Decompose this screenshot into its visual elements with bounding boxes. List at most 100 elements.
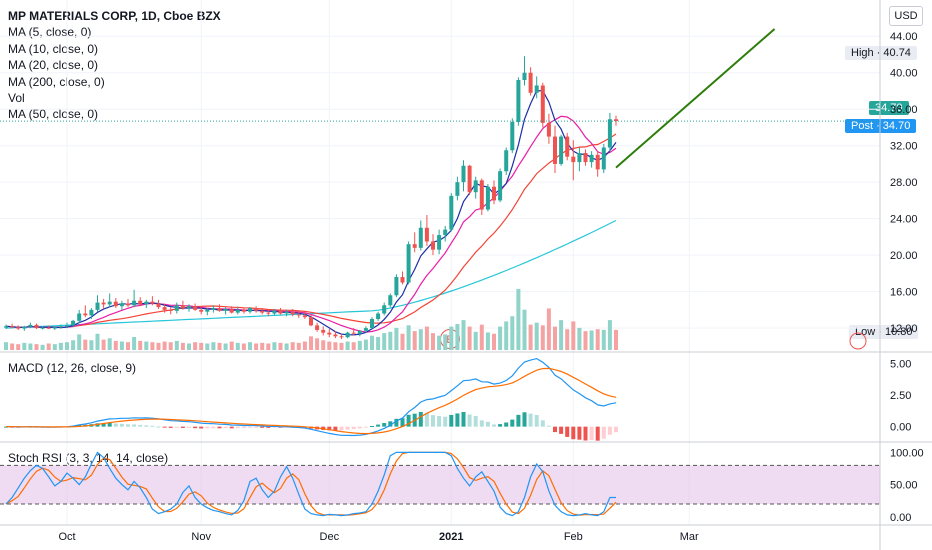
candle-body: [424, 227, 429, 242]
volume-bar: [339, 342, 344, 350]
volume-bar: [65, 342, 69, 350]
macd-histogram-bar: [571, 426, 576, 440]
volume-bar: [156, 342, 161, 350]
indicator-ma10[interactable]: MA (10, close, 0): [8, 41, 99, 56]
volume-bar: [174, 340, 179, 350]
macd-histogram-bar: [522, 412, 527, 427]
date-tick-label: Dec: [320, 531, 340, 543]
volume-bar: [333, 342, 338, 350]
macd-legend[interactable]: MACD (12, 26, close, 9): [8, 361, 137, 375]
candle-body: [540, 85, 545, 123]
macd-histogram-bar: [339, 426, 344, 431]
volume-bar: [546, 308, 551, 350]
candle-body: [16, 327, 21, 329]
volume-bar: [89, 340, 94, 350]
candle-body: [22, 326, 27, 329]
volume-bar: [16, 344, 21, 350]
candle-body: [528, 72, 533, 93]
price-tick-label: 24.00: [890, 214, 918, 226]
volume-bar: [565, 329, 570, 350]
macd-histogram-bar: [363, 426, 368, 428]
volume-bar: [95, 333, 100, 350]
volume-bar: [71, 340, 76, 350]
candle-body: [113, 301, 118, 307]
volume-bar: [498, 326, 503, 350]
candle-body: [595, 154, 600, 170]
candle-body: [235, 309, 240, 313]
macd-histogram-bar: [113, 423, 118, 427]
candle-body: [388, 295, 393, 306]
volume-bar: [534, 322, 539, 350]
macd-histogram-bar: [400, 418, 405, 427]
price-tick-label: 40.00: [890, 68, 918, 80]
stoch-rsi-legend[interactable]: Stoch RSI (3, 3, 14, 14, close): [8, 451, 169, 465]
candle-body: [485, 186, 490, 210]
date-tick-label: Nov: [191, 531, 211, 543]
volume-bar: [522, 309, 527, 350]
volume-bar: [144, 341, 149, 350]
volume-bar: [321, 340, 326, 350]
candle-body: [65, 325, 69, 327]
volume-bar: [467, 326, 472, 350]
candle-body: [614, 119, 618, 122]
indicator-ma200[interactable]: MA (200, close, 0): [8, 74, 105, 89]
candle-body: [40, 327, 45, 329]
candle-body: [290, 311, 295, 315]
volume-bar: [431, 333, 435, 350]
volume-bar: [577, 327, 582, 350]
volume-bar: [351, 342, 356, 350]
candle-body: [95, 302, 100, 310]
macd-histogram-bar: [376, 424, 381, 427]
volume-bar: [217, 342, 222, 350]
macd-histogram-bar: [595, 426, 600, 441]
volume-bar: [132, 337, 137, 350]
macd-histogram-bar: [327, 426, 332, 431]
macd-histogram-bar: [187, 426, 191, 428]
volume-bar: [46, 343, 51, 350]
currency-button[interactable]: USD: [889, 6, 923, 26]
candle-body: [193, 306, 198, 310]
macd-histogram-bar: [138, 425, 143, 427]
volume-bar: [485, 332, 490, 350]
candle-body: [327, 332, 332, 335]
macd-histogram-bar: [437, 415, 442, 427]
candle-body: [363, 328, 368, 331]
price-tick-label: 20.00: [890, 250, 918, 262]
symbol-title[interactable]: MP MATERIALS CORP, 1D, Cboe BZX: [8, 9, 221, 23]
macd-histogram-bar: [101, 423, 106, 427]
candle-body: [333, 334, 338, 337]
candle-body: [492, 186, 496, 201]
indicator-ma20[interactable]: MA (20, close, 0): [8, 58, 99, 73]
volume-bar: [418, 329, 423, 350]
candle-body: [4, 326, 8, 328]
trend-arrow: [615, 28, 776, 169]
price-tick-label: 32.00: [890, 141, 918, 153]
candle-body: [473, 180, 478, 193]
indicator-ma50[interactable]: MA (50, close, 0): [8, 107, 99, 122]
volume-bar: [168, 342, 173, 350]
candle-body: [46, 327, 51, 329]
macd-histogram-bar: [479, 420, 484, 427]
volume-bar: [443, 334, 448, 350]
volume-bar: [296, 342, 301, 350]
macd-histogram-bar: [467, 414, 472, 427]
volume-bar: [607, 320, 612, 350]
indicator-vol[interactable]: Vol: [8, 91, 25, 106]
macd-histogram-bar: [345, 426, 350, 430]
volume-bar: [406, 325, 411, 350]
macd-histogram-bar: [516, 414, 521, 427]
macd-histogram-bar: [193, 426, 198, 429]
candle-body: [504, 150, 509, 172]
volume-bar: [10, 343, 15, 350]
candle-body: [431, 241, 435, 250]
price-tick-label: 28.00: [890, 177, 918, 189]
macd-histogram-bar: [492, 424, 496, 427]
macd-histogram-bar: [540, 420, 545, 427]
volume-bar: [345, 341, 350, 350]
candle-body: [34, 324, 39, 329]
price-tick-label: 44.00: [890, 31, 918, 43]
stoch-rsi-pane: [0, 451, 880, 517]
volume-bar: [58, 342, 63, 350]
macd-histogram-bar: [156, 426, 161, 428]
